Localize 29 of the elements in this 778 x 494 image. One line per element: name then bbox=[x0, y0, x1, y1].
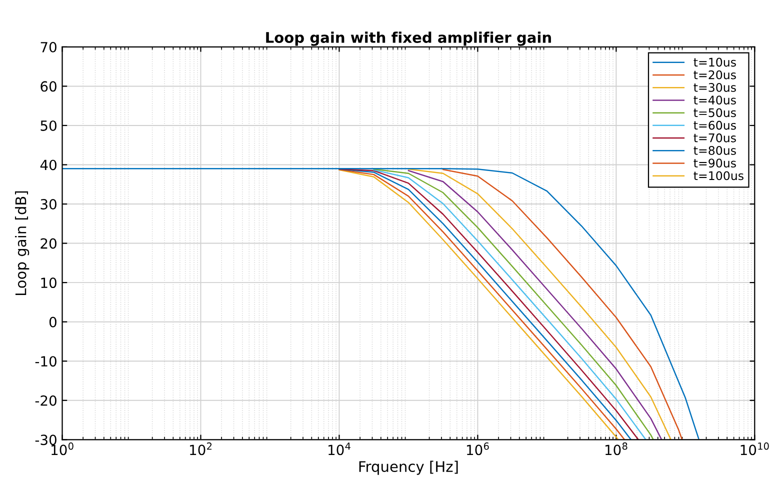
y-tick-label: 40 bbox=[40, 160, 56, 170]
chart-title: Loop gain with fixed amplifier gain bbox=[266, 32, 551, 46]
legend-label: t=70us bbox=[694, 133, 736, 142]
legend-label: t=20us bbox=[694, 70, 736, 80]
legend-label: t=80us bbox=[694, 146, 736, 155]
y-tick-label: 60 bbox=[40, 81, 56, 92]
x-axis-title: Frquency [Hz] bbox=[359, 460, 458, 475]
y-tick-label: 70 bbox=[40, 42, 56, 52]
x-tick-label: 10$^{6}$ bbox=[466, 442, 489, 456]
y-tick-label: 0 bbox=[49, 316, 56, 328]
y-tick-label: -10 bbox=[35, 356, 56, 367]
legend-label: t=10us bbox=[694, 58, 736, 67]
x-tick-label: 10$^{10}$ bbox=[740, 442, 769, 456]
legend-label: t=60us bbox=[694, 120, 736, 130]
legend-label: t=40us bbox=[694, 96, 736, 105]
y-tick-label: 30 bbox=[40, 198, 56, 210]
legend-label: t=90us bbox=[694, 158, 736, 168]
x-tick-label: 10$^{4}$ bbox=[328, 442, 350, 456]
y-tick-label: -20 bbox=[35, 395, 56, 406]
y-axis-title: Loop gain [dB] bbox=[15, 191, 30, 296]
legend-label: t=100us bbox=[694, 171, 744, 180]
y-tick-label: -30 bbox=[35, 434, 56, 446]
x-tick-label: 10$^{2}$ bbox=[190, 442, 212, 456]
y-tick-label: 10 bbox=[41, 278, 56, 288]
legend-label: t=30us bbox=[694, 82, 736, 92]
x-tick-label: 10$^{8}$ bbox=[605, 442, 628, 456]
legend-label: t=50us bbox=[694, 108, 736, 118]
y-tick-label: 20 bbox=[40, 238, 56, 249]
y-tick-label: 50 bbox=[40, 120, 56, 131]
